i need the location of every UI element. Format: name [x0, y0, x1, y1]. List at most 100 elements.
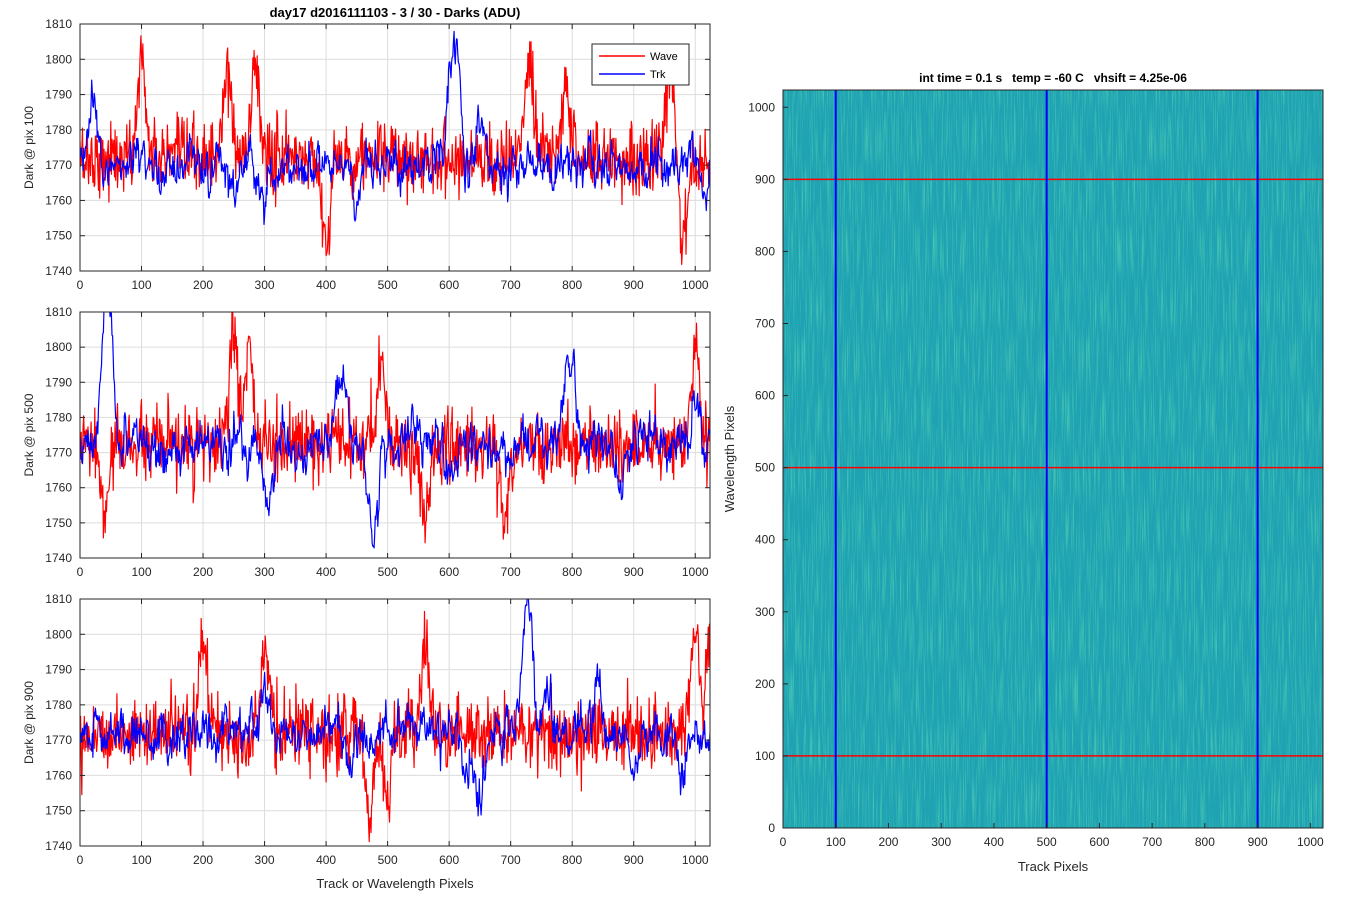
chart-title: int time = 0.1 s temp = -60 C vhsift = 4… [919, 71, 1187, 85]
x-tick-label: 1000 [682, 565, 709, 579]
x-axis-label: Track Pixels [1018, 859, 1089, 874]
y-tick-label: 1770 [45, 158, 72, 172]
x-tick-label: 0 [77, 853, 84, 867]
x-tick-label: 800 [562, 853, 582, 867]
plot-frame [79, 23, 711, 272]
y-tick-label: 1780 [45, 698, 72, 712]
x-tick-label: 600 [439, 565, 459, 579]
y-tick-label: 1800 [45, 52, 72, 66]
y-axis-label: Dark @ pix 500 [22, 393, 36, 476]
x-tick-label: 700 [1142, 835, 1162, 849]
trace-panel-pix-900: 0 100 200 300 400 500 600 700 800 900 1000 1740 1750… [22, 592, 711, 891]
x-tick-label: 100 [132, 278, 152, 292]
series-line-wave [80, 610, 710, 843]
x-tick-label: 400 [316, 565, 336, 579]
x-tick-label: 300 [255, 278, 275, 292]
series-line-trk [80, 599, 710, 817]
x-tick-label: 800 [562, 565, 582, 579]
x-tick-label: 700 [501, 853, 521, 867]
y-tick-label: 1000 [748, 100, 775, 114]
y-tick-label: 800 [755, 244, 775, 258]
y-tick-label: 1740 [45, 551, 72, 565]
y-tick-label: 1740 [45, 264, 72, 278]
x-tick-label: 900 [624, 278, 644, 292]
x-tick-label: 1000 [682, 853, 709, 867]
x-tick-label: 500 [378, 278, 398, 292]
y-tick-label: 0 [768, 821, 775, 835]
chart-title: day17 d2016111103 - 3 / 30 - Darks (ADU) [270, 5, 521, 20]
y-tick-label: 600 [755, 389, 775, 403]
marker-lines [783, 90, 1323, 828]
legend: Wave Trk [591, 43, 690, 86]
x-tick-label: 500 [378, 853, 398, 867]
x-tick-label: 0 [77, 278, 84, 292]
y-tick-label: 100 [755, 749, 775, 763]
plot-frame [79, 598, 711, 847]
legend-box [591, 43, 690, 86]
x-tick-label: 500 [378, 565, 398, 579]
legend-label-wave: Wave [650, 51, 678, 63]
y-tick-label: 1740 [45, 839, 72, 853]
y-tick-label: 1790 [45, 663, 72, 677]
x-tick-label: 800 [562, 278, 582, 292]
y-tick-label: 400 [755, 533, 775, 547]
x-tick-label: 600 [1089, 835, 1109, 849]
x-tick-label: 200 [193, 278, 213, 292]
y-tick-label: 1810 [45, 592, 72, 606]
y-tick-label: 1770 [45, 733, 72, 747]
legend-label-trk: Trk [650, 69, 666, 81]
tick-marks: 0 100 200 300 400 500 600 700 800 900 1000 1740 1750… [45, 592, 710, 867]
x-tick-label: 200 [878, 835, 898, 849]
y-tick-label: 300 [755, 605, 775, 619]
heatmap-texture [783, 90, 1323, 828]
x-tick-label: 900 [1248, 835, 1268, 849]
traces [80, 312, 710, 549]
trace-panel-pix-500: 0 100 200 300 400 500 600 700 800 900 1000 1740 1750… [22, 305, 711, 579]
y-tick-label: 1810 [45, 17, 72, 31]
y-tick-label: 1760 [45, 193, 72, 207]
tick-marks: 0 100 200 300 400 500 600 700 800 900 1000 1740 1750… [45, 17, 710, 292]
x-tick-label: 300 [255, 853, 275, 867]
y-tick-label: 1750 [45, 804, 72, 818]
y-axis-label: Wavelength Pixels [722, 405, 737, 512]
trace-panel-pix-100: 0 100 200 300 400 500 600 700 800 900 1000 1740 1750… [22, 5, 711, 292]
x-tick-label: 700 [501, 565, 521, 579]
y-tick-label: 1750 [45, 516, 72, 530]
y-tick-label: 1790 [45, 88, 72, 102]
y-tick-label: 1770 [45, 446, 72, 460]
y-axis-label: Dark @ pix 100 [22, 106, 36, 189]
y-tick-label: 1780 [45, 410, 72, 424]
y-tick-label: 700 [755, 317, 775, 331]
x-tick-label: 700 [501, 278, 521, 292]
y-tick-label: 1790 [45, 375, 72, 389]
y-tick-label: 900 [755, 172, 775, 186]
x-tick-label: 200 [193, 565, 213, 579]
y-axis-label: Dark @ pix 900 [22, 681, 36, 764]
y-tick-label: 1760 [45, 768, 72, 782]
series-line-trk [80, 30, 710, 225]
series-line-trk [80, 312, 710, 549]
x-tick-label: 600 [439, 853, 459, 867]
y-tick-label: 1760 [45, 481, 72, 495]
traces [80, 599, 710, 843]
y-tick-label: 1800 [45, 340, 72, 354]
x-tick-label: 800 [1195, 835, 1215, 849]
y-tick-label: 1750 [45, 229, 72, 243]
x-tick-label: 100 [826, 835, 846, 849]
x-tick-label: 0 [780, 835, 787, 849]
y-tick-label: 1780 [45, 123, 72, 137]
x-tick-label: 0 [77, 565, 84, 579]
x-tick-label: 300 [931, 835, 951, 849]
y-tick-label: 1810 [45, 305, 72, 319]
dark-frame-heatmap-panel: 0 100 200 300 400 500 600 700 800 900 1000 0 100 200 3… [722, 71, 1324, 874]
x-tick-label: 900 [624, 853, 644, 867]
plot-frame [79, 311, 711, 559]
x-tick-label: 400 [316, 853, 336, 867]
x-tick-label: 1000 [1297, 835, 1324, 849]
traces [80, 30, 710, 266]
x-axis-label: Track or Wavelength Pixels [316, 876, 474, 891]
x-tick-label: 400 [316, 278, 336, 292]
x-tick-label: 500 [1037, 835, 1057, 849]
x-tick-label: 100 [132, 853, 152, 867]
